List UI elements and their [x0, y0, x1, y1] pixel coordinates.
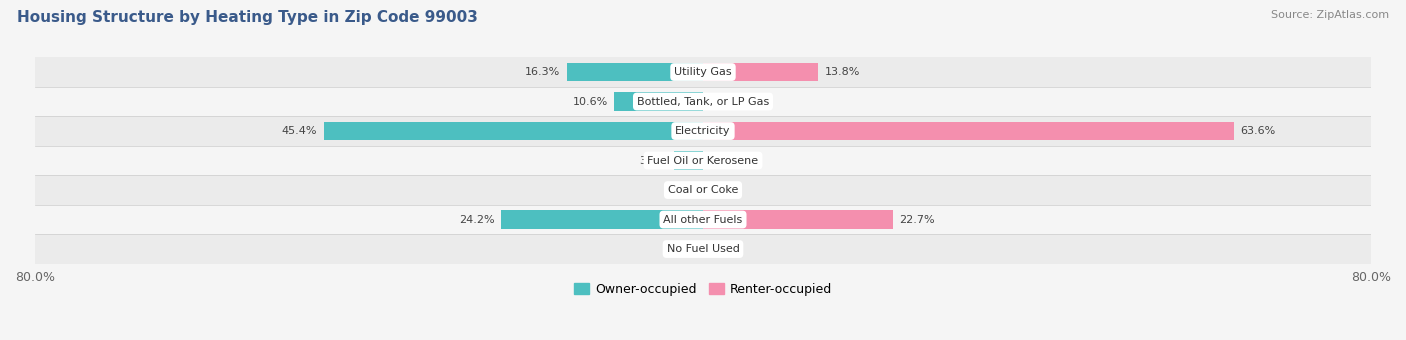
- Text: 0.0%: 0.0%: [710, 185, 738, 195]
- Text: Coal or Coke: Coal or Coke: [668, 185, 738, 195]
- Text: Electricity: Electricity: [675, 126, 731, 136]
- Text: 24.2%: 24.2%: [458, 215, 495, 224]
- Text: 63.6%: 63.6%: [1240, 126, 1277, 136]
- Bar: [703, 210, 893, 229]
- Bar: [35, 116, 1371, 146]
- Bar: [567, 63, 703, 81]
- Text: 22.7%: 22.7%: [900, 215, 935, 224]
- Text: Housing Structure by Heating Type in Zip Code 99003: Housing Structure by Heating Type in Zip…: [17, 10, 478, 25]
- Bar: [323, 122, 703, 140]
- Text: 13.8%: 13.8%: [825, 67, 860, 77]
- Bar: [35, 234, 1371, 264]
- Bar: [35, 57, 1371, 87]
- Text: 16.3%: 16.3%: [524, 67, 560, 77]
- Bar: [35, 87, 1371, 116]
- Bar: [703, 63, 818, 81]
- Text: Utility Gas: Utility Gas: [675, 67, 731, 77]
- Text: 0.0%: 0.0%: [710, 155, 738, 166]
- Text: 0.0%: 0.0%: [710, 244, 738, 254]
- Text: 0.0%: 0.0%: [710, 97, 738, 106]
- Bar: [35, 175, 1371, 205]
- Text: 0.0%: 0.0%: [668, 185, 696, 195]
- Text: No Fuel Used: No Fuel Used: [666, 244, 740, 254]
- Text: Source: ZipAtlas.com: Source: ZipAtlas.com: [1271, 10, 1389, 20]
- Text: 45.4%: 45.4%: [281, 126, 318, 136]
- Text: 3.5%: 3.5%: [638, 155, 666, 166]
- Bar: [673, 151, 703, 170]
- Text: Fuel Oil or Kerosene: Fuel Oil or Kerosene: [647, 155, 759, 166]
- Bar: [35, 146, 1371, 175]
- Bar: [501, 210, 703, 229]
- Text: 10.6%: 10.6%: [572, 97, 607, 106]
- Text: 0.0%: 0.0%: [668, 244, 696, 254]
- Bar: [614, 92, 703, 111]
- Text: All other Fuels: All other Fuels: [664, 215, 742, 224]
- Text: Bottled, Tank, or LP Gas: Bottled, Tank, or LP Gas: [637, 97, 769, 106]
- Bar: [703, 122, 1234, 140]
- Bar: [35, 205, 1371, 234]
- Legend: Owner-occupied, Renter-occupied: Owner-occupied, Renter-occupied: [568, 278, 838, 301]
